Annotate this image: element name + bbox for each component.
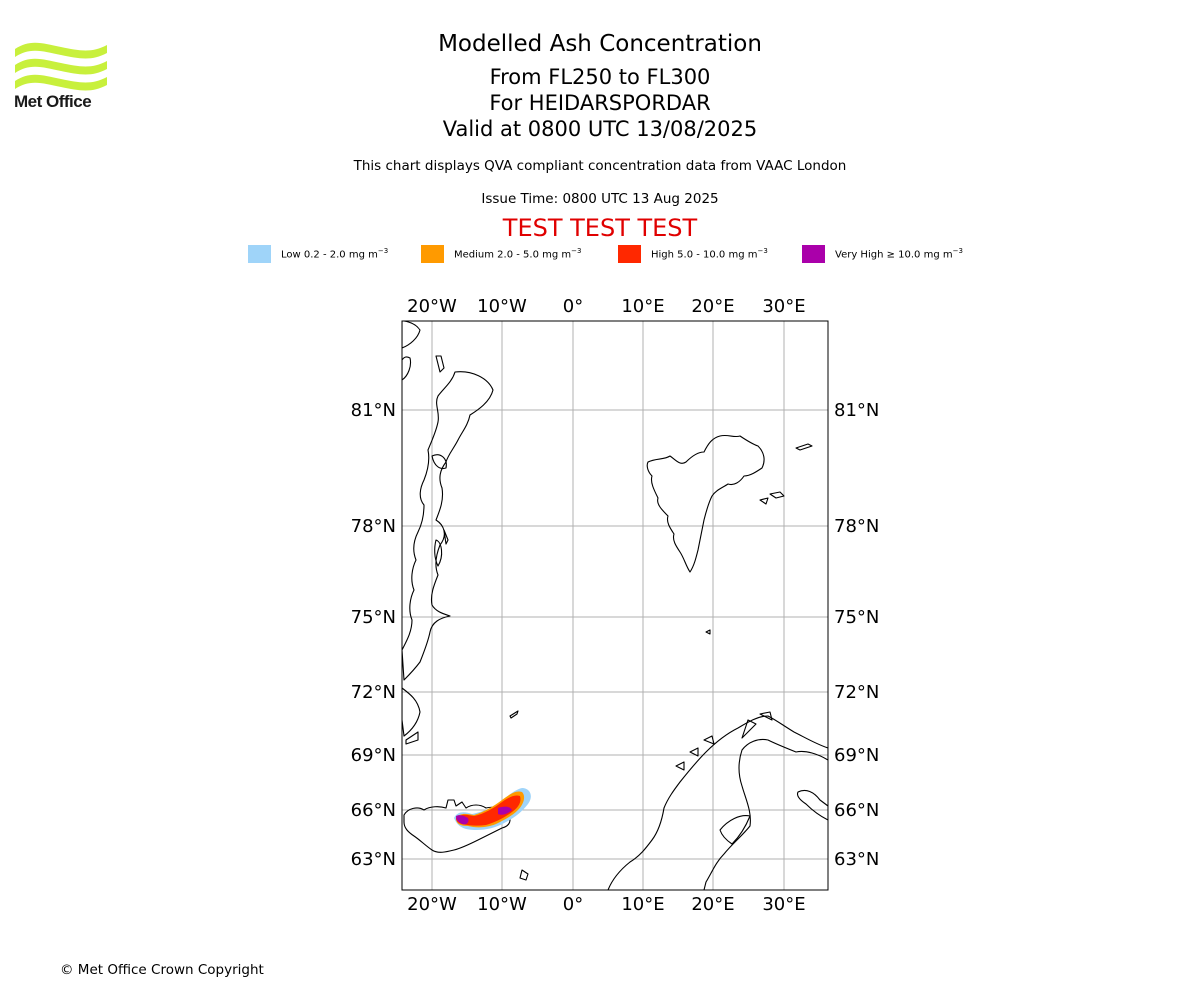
logo-text: Met Office (14, 92, 92, 111)
legend-swatch (618, 245, 641, 263)
lat-label-right: 66°N (834, 800, 879, 821)
lon-label-top: 0° (563, 296, 583, 317)
legend-swatch (248, 245, 271, 263)
legend-label: High 5.0 - 10.0 mg m−3 (651, 247, 768, 261)
coastline-greenland (402, 321, 494, 681)
volcano-name: For HEIDARSPORDAR (489, 91, 711, 115)
lon-label-bottom: 10°E (621, 894, 664, 915)
lat-label-left: 66°N (351, 800, 396, 821)
lon-label-bottom: 0° (563, 894, 583, 915)
lon-label-bottom: 20°W (407, 894, 457, 915)
legend-item: High 5.0 - 10.0 mg m−3 (618, 244, 768, 264)
coastline-jan-mayen (509, 710, 519, 719)
legend-swatch (421, 245, 444, 263)
lon-label-bottom: 20°E (691, 894, 734, 915)
ash-plume (454, 788, 531, 830)
legend: Low 0.2 - 2.0 mg m−3 Medium 2.0 - 5.0 mg … (0, 244, 1200, 264)
legend-swatch (802, 245, 825, 263)
coastline-scandinavia (607, 715, 828, 890)
chart-title: Modelled Ash Concentration (438, 31, 762, 57)
lat-label-right: 63°N (834, 849, 879, 870)
coastline-svalbard (646, 434, 765, 573)
lon-label-top: 10°E (621, 296, 664, 317)
legend-label: Very High ≥ 10.0 mg m−3 (835, 247, 963, 261)
lat-label-right: 69°N (834, 745, 879, 766)
lat-label-left: 75°N (351, 607, 396, 628)
lat-label-left: 78°N (351, 516, 396, 537)
lat-label-right: 75°N (834, 607, 879, 628)
legend-item: Low 0.2 - 2.0 mg m−3 (248, 244, 388, 264)
legend-label: Low 0.2 - 2.0 mg m−3 (281, 247, 389, 261)
legend-label: Medium 2.0 - 5.0 mg m−3 (454, 247, 582, 261)
lon-label-bottom: 10°W (477, 894, 527, 915)
coastline-iceland (403, 799, 511, 853)
ash-high (456, 795, 521, 826)
lat-label-left: 69°N (351, 745, 396, 766)
map-frame (401, 320, 829, 891)
met-office-logo-icon (15, 42, 107, 91)
legend-item: Very High ≥ 10.0 mg m−3 (802, 244, 963, 264)
lat-label-right: 81°N (834, 400, 879, 421)
lon-label-top: 10°W (477, 296, 527, 317)
lon-label-top: 30°E (762, 296, 805, 317)
copyright: © Met Office Crown Copyright (60, 962, 264, 978)
lat-label-right: 78°N (834, 516, 879, 537)
legend-item: Medium 2.0 - 5.0 mg m−3 (421, 244, 581, 264)
lat-label-left: 72°N (351, 682, 396, 703)
lon-label-bottom: 30°E (762, 894, 805, 915)
lon-label-top: 20°W (407, 296, 457, 317)
lat-label-left: 63°N (351, 849, 396, 870)
ash-very-high (456, 806, 512, 825)
issue-time: Issue Time: 0800 UTC 13 Aug 2025 (481, 191, 719, 207)
lat-label-right: 72°N (834, 682, 879, 703)
flight-levels: From FL250 to FL300 (489, 65, 711, 89)
source-note: This chart displays QVA compliant concen… (353, 158, 847, 174)
test-banner: TEST TEST TEST (502, 214, 698, 242)
valid-time: Valid at 0800 UTC 13/08/2025 (442, 117, 758, 141)
lat-label-left: 81°N (351, 400, 396, 421)
lon-label-top: 20°E (691, 296, 734, 317)
